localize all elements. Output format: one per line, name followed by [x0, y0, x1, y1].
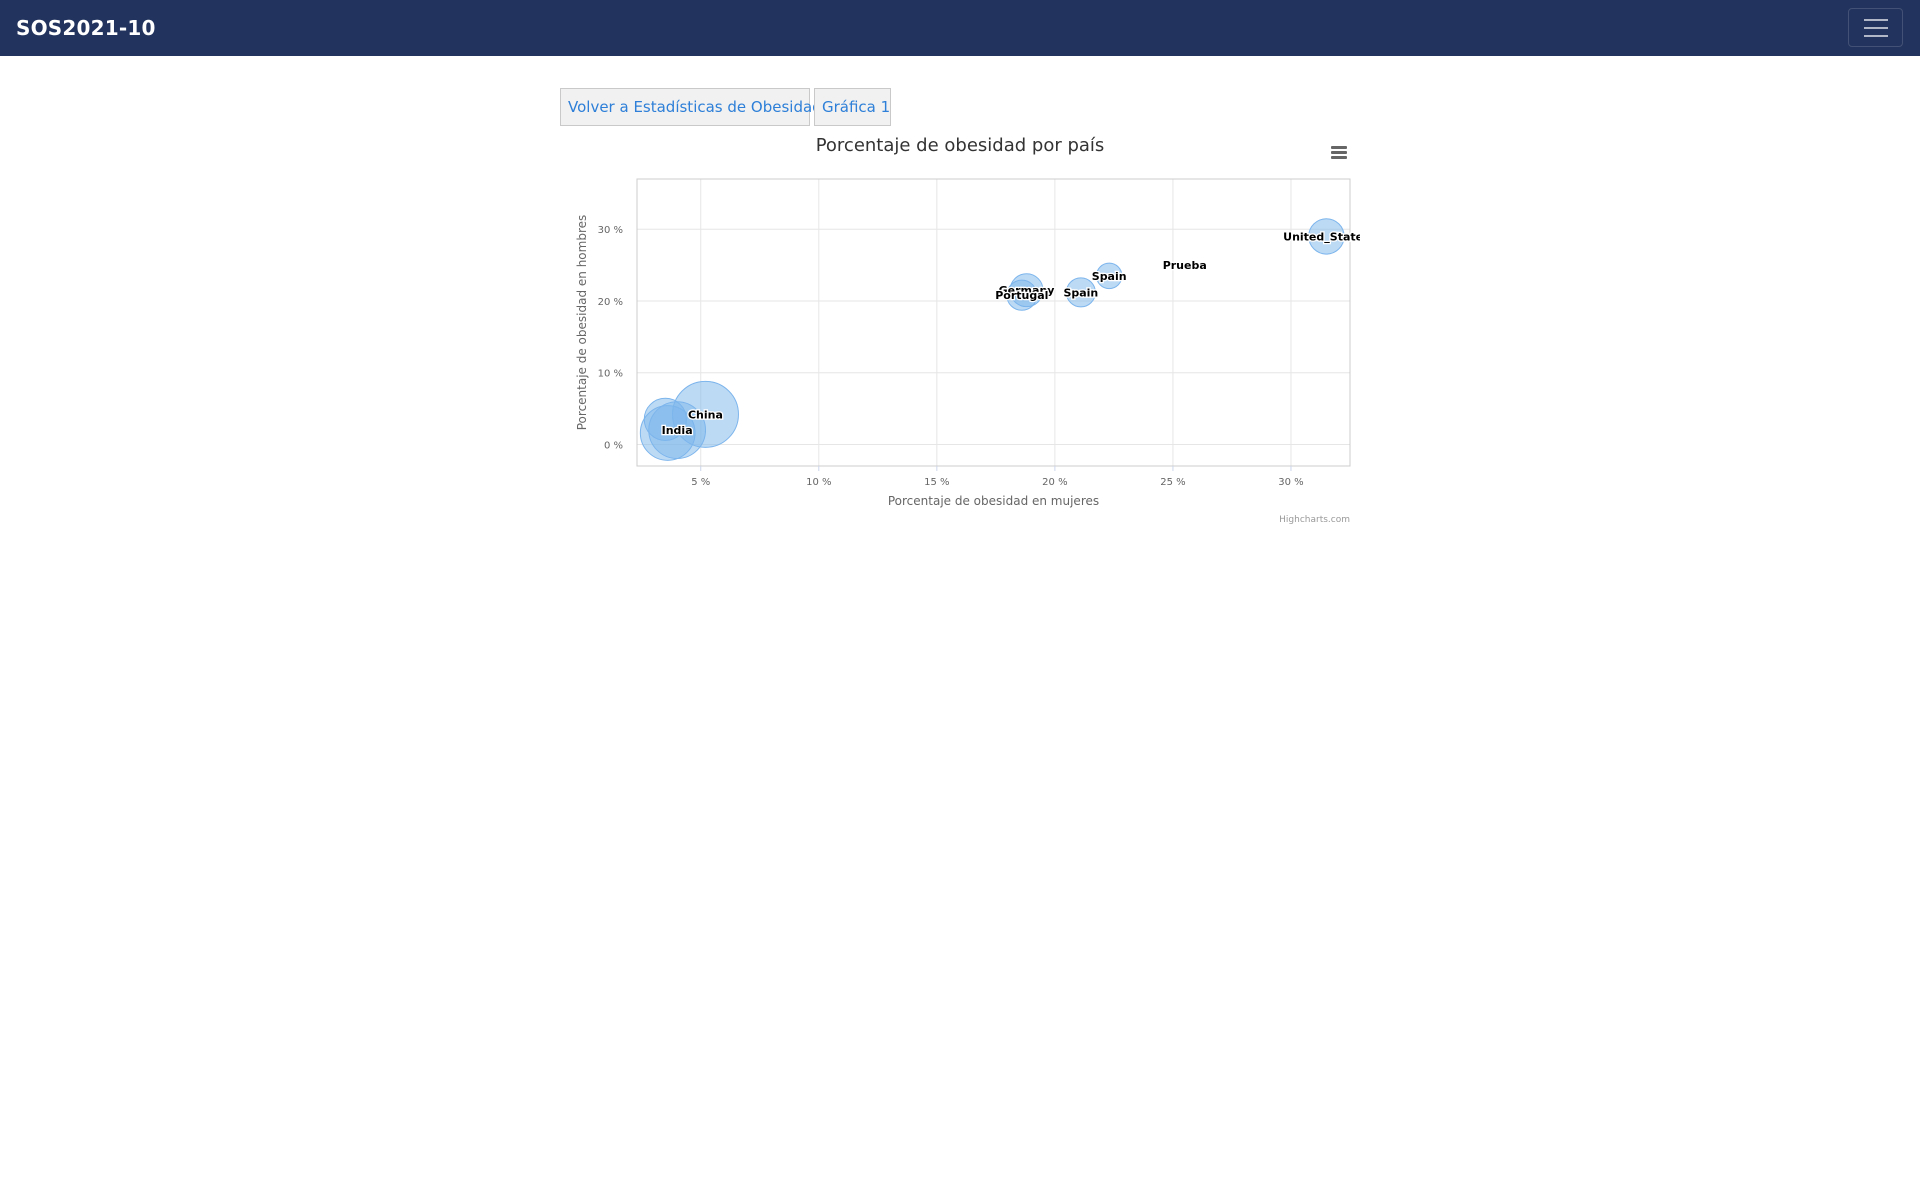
chart-menu-button[interactable]: [1325, 141, 1355, 167]
chart-1-button[interactable]: Gráfica 1: [814, 88, 891, 126]
bubble-chart: Porcentaje de obesidad por país 5 % 10 % 1…: [560, 130, 1360, 530]
credits-link[interactable]: Highcharts.com: [1279, 515, 1350, 525]
chart-title: Porcentaje de obesidad por país: [816, 135, 1105, 156]
hamburger-icon: [1331, 146, 1347, 159]
point-label: Spain: [1092, 270, 1127, 283]
bubble-point[interactable]: [1308, 218, 1345, 255]
x-tick-label: 20 %: [1042, 477, 1067, 488]
y-tick-label: 10 %: [598, 369, 623, 380]
hamburger-icon: [1864, 19, 1888, 21]
x-tick-label: 5 %: [691, 477, 710, 488]
point-label: Prueba: [1163, 259, 1207, 272]
navbar-toggle-button[interactable]: [1848, 8, 1903, 47]
point-label: Spain: [1063, 286, 1098, 299]
y-axis-title: Porcentaje de obesidad en hombres: [575, 215, 589, 431]
bubble-point[interactable]: [1065, 277, 1096, 308]
x-axis-title: Porcentaje de obesidad en mujeres: [888, 494, 1099, 508]
bubbles: [639, 218, 1345, 461]
x-tick-label: 10 %: [806, 477, 831, 488]
point-label: China: [688, 408, 723, 421]
x-tick-label: 25 %: [1160, 477, 1185, 488]
y-tick-label: 20 %: [598, 297, 623, 308]
point-label: United_States: [1283, 230, 1360, 243]
point-labels: United_States Prueba Spain Spain GermanyPort…: [660, 229, 1360, 438]
x-tick-label: 15 %: [924, 477, 949, 488]
bubble-point[interactable]: [1095, 262, 1123, 290]
y-tick-label: 30 %: [598, 225, 623, 236]
chart-background: [560, 130, 1360, 530]
point-label: India: [662, 424, 693, 437]
back-to-statistics-button[interactable]: Volver a Estadísticas de Obesidad: [560, 88, 822, 126]
brand-title[interactable]: SOS2021-10: [16, 16, 156, 40]
navbar: SOS2021-10: [0, 0, 1920, 56]
point-label: Portugal: [995, 289, 1048, 302]
axis-ticks: 5 % 10 % 15 % 20 % 25 % 30 % 0 % 10 % 20 % 30 %: [598, 225, 1304, 488]
bubble-point[interactable]: [1006, 279, 1038, 311]
x-tick-label: 30 %: [1278, 477, 1303, 488]
bubble-point[interactable]: [643, 397, 687, 441]
y-tick-label: 0 %: [604, 440, 623, 451]
plot-area: [636, 178, 1351, 467]
point-label: Germany: [999, 284, 1055, 297]
grid: [637, 179, 1350, 466]
